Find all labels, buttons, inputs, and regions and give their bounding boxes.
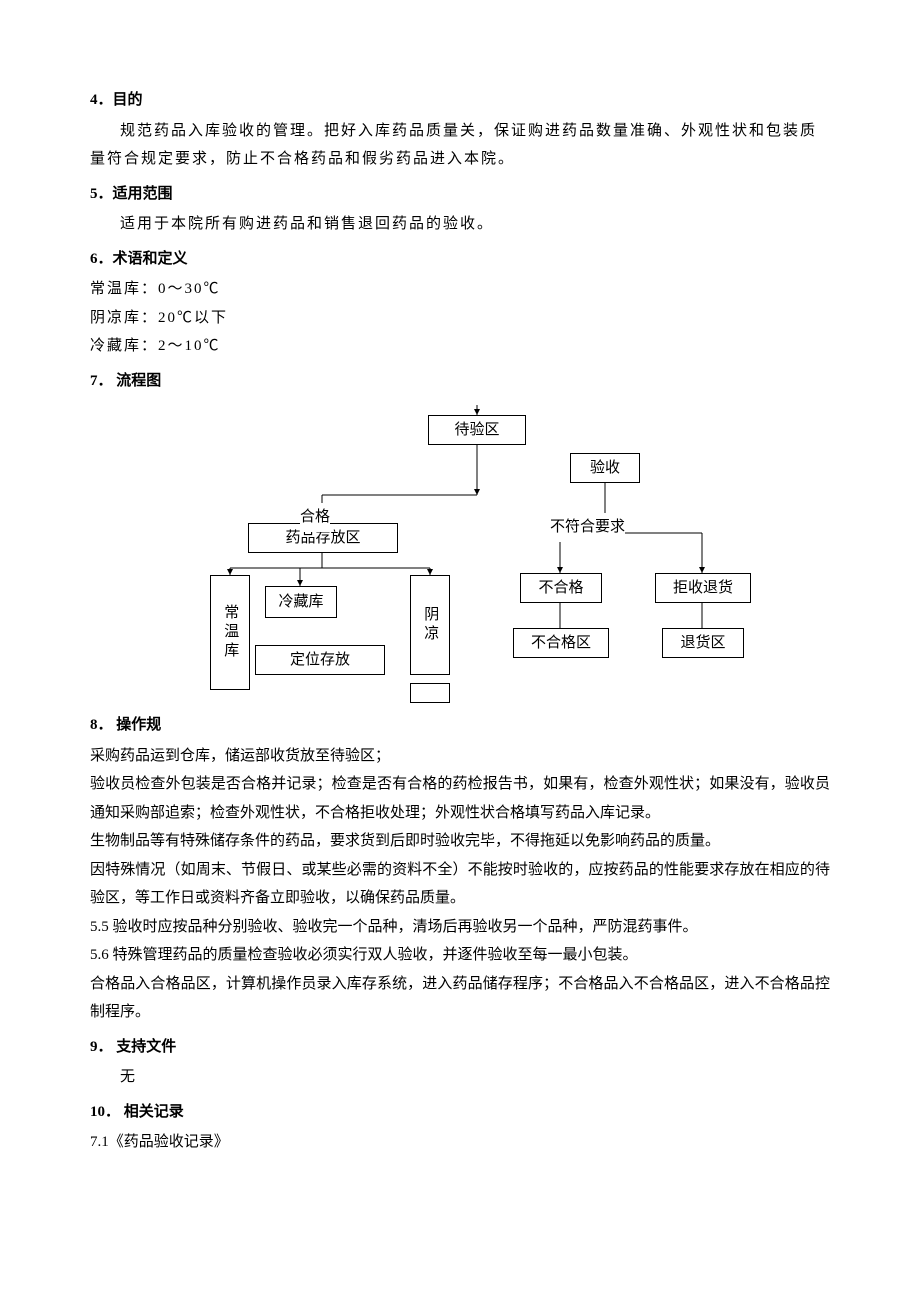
- term-line-2: 冷藏库：2～10℃: [90, 332, 830, 361]
- node-cool: 阴凉: [410, 575, 450, 675]
- support-none: 无: [90, 1063, 830, 1092]
- record-item: 7.1《药品验收记录》: [90, 1128, 830, 1157]
- term-line-1: 阴凉库：20℃以下: [90, 304, 830, 333]
- para-4: 规范药品入库验收的管理。把好入库药品质量关，保证购进药品数量准确、外观性状和包装…: [90, 117, 830, 174]
- node-reject: 拒收退货: [655, 573, 751, 603]
- node-normal: 常温库: [210, 575, 250, 690]
- op-para-2: 生物制品等有特殊储存条件的药品，要求货到后即时验收完毕，不得拖延以免影响药品的质…: [90, 827, 830, 856]
- node-position: 定位存放: [255, 645, 385, 675]
- heading-9: 9． 支持文件: [90, 1033, 830, 1062]
- op-para-1: 验收员检查外包装是否合格并记录；检查是否有合格的药检报告书，如果有，检查外观性状…: [90, 770, 830, 827]
- node-failzone: 不合格区: [513, 628, 609, 658]
- heading-8: 8． 操作规: [90, 711, 830, 740]
- heading-5: 5．适用范围: [90, 180, 830, 209]
- op-para-0: 采购药品运到仓库，储运部收货放至待验区；: [90, 742, 830, 771]
- node-retzone: 退货区: [662, 628, 744, 658]
- op-para-5: 5.6 特殊管理药品的质量检查验收必须实行双人验收，并逐件验收至每一最小包装。: [90, 941, 830, 970]
- heading-7: 7． 流程图: [90, 367, 830, 396]
- para-5: 适用于本院所有购进药品和销售退回药品的验收。: [90, 210, 830, 239]
- op-para-6: 合格品入合格品区，计算机操作员录入库存系统，进入药品储存程序；不合格品入不合格品…: [90, 970, 830, 1027]
- label-qualified: 合格: [300, 503, 330, 532]
- node-cold: 冷藏库: [265, 586, 337, 618]
- term-line-0: 常温库：0～30℃: [90, 275, 830, 304]
- heading-10: 10． 相关记录: [90, 1098, 830, 1127]
- node-inspect: 验收: [570, 453, 640, 483]
- heading-6: 6．术语和定义: [90, 245, 830, 274]
- node-pending: 待验区: [428, 415, 526, 445]
- op-para-3: 因特殊情况（如周末、节假日、或某些必需的资料不全）不能按时验收的，应按药品的性能…: [90, 856, 830, 913]
- node-fail: 不合格: [520, 573, 602, 603]
- node-stub1: [410, 683, 450, 703]
- heading-4: 4．目的: [90, 86, 830, 115]
- op-para-4: 5.5 验收时应按品种分别验收、验收完一个品种，清场后再验收另一个品种，严防混药…: [90, 913, 830, 942]
- label-nonreq: 不符合要求: [550, 513, 625, 542]
- flowchart: 待验区验收药品存放区常温库冷藏库阴凉定位存放不合格不合格区拒收退货退货区合格不符…: [130, 403, 770, 703]
